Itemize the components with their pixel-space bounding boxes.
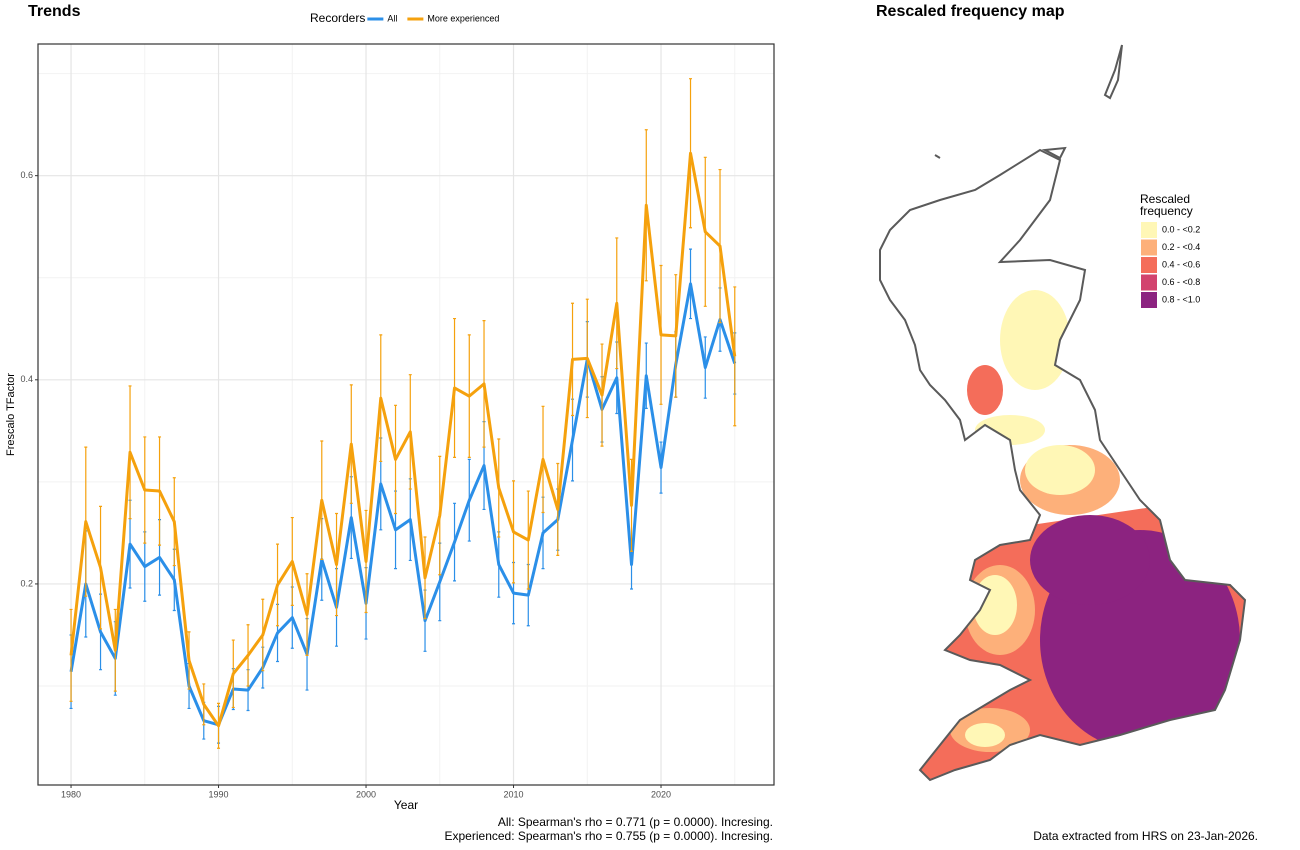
y-axis-label: Frescalo TFactor <box>5 373 17 456</box>
map-title: Rescaled frequency map <box>876 3 1065 20</box>
legend-label: All <box>387 13 397 23</box>
y-tick-label: 0.4 <box>20 374 33 384</box>
map-note: Data extracted from HRS on 23-Jan-2026. <box>1033 829 1258 843</box>
legend-swatch <box>1141 222 1157 238</box>
legend-swatch <box>1141 239 1157 256</box>
legend-label: 0.0 - <0.2 <box>1162 224 1200 234</box>
legend-title: Recorders <box>310 11 365 25</box>
annotation: All: Spearman's rho = 0.771 (p = 0.0000)… <box>498 815 773 829</box>
x-axis-label: Year <box>394 798 418 812</box>
x-tick-label: 2020 <box>651 789 671 799</box>
legend-swatch <box>1141 257 1157 273</box>
x-tick-label: 1990 <box>209 789 229 799</box>
legend-swatch <box>1141 292 1157 308</box>
legend-label: 0.6 - <0.8 <box>1162 277 1200 287</box>
y-tick-label: 0.2 <box>20 578 33 588</box>
x-tick-label: 2000 <box>356 789 376 799</box>
annotation: Experienced: Spearman's rho = 0.755 (p =… <box>445 829 774 843</box>
legend-label: 0.8 - <1.0 <box>1162 294 1200 304</box>
plot-frame <box>37 43 775 786</box>
legend-label: 0.2 - <0.4 <box>1162 242 1200 252</box>
series-line <box>69 282 737 727</box>
x-tick-label: 1980 <box>61 789 81 799</box>
y-tick-label: 0.6 <box>20 170 33 180</box>
x-tick-label: 2010 <box>504 789 524 799</box>
legend-label: More experienced <box>427 13 499 23</box>
legend-swatch <box>1141 274 1157 291</box>
series-line <box>69 151 737 728</box>
chart-title: Trends <box>28 3 81 20</box>
legend-label: 0.4 - <0.6 <box>1162 259 1200 269</box>
map <box>879 44 1246 781</box>
legend-title: Rescaled frequency <box>1140 192 1193 218</box>
